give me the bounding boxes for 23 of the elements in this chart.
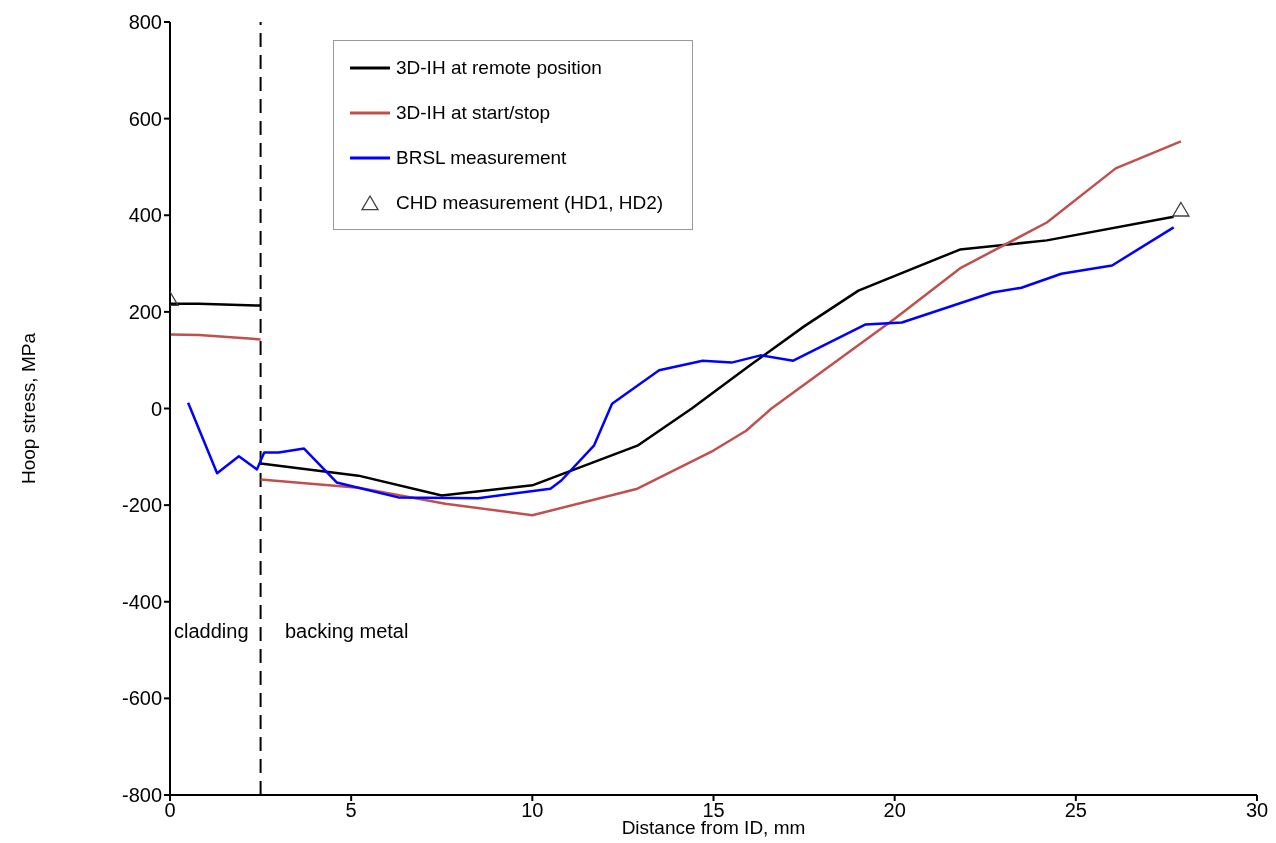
x-tick-label: 5	[345, 799, 357, 822]
legend-label: BRSL measurement	[396, 146, 567, 169]
y-tick-label: -800	[121, 784, 162, 807]
y-tick-label: 800	[128, 11, 162, 34]
legend-label: 3D-IH at start/stop	[396, 101, 551, 124]
annotation: backing metal	[285, 620, 409, 643]
x-tick-label: 0	[164, 799, 176, 822]
annotation: cladding	[174, 620, 249, 643]
x-tick-label: 25	[1064, 799, 1087, 822]
x-tick-label: 30	[1245, 799, 1269, 822]
x-tick-label: 10	[521, 799, 544, 822]
legend-label: 3D-IH at remote position	[396, 56, 602, 79]
x-tick-label: 20	[883, 799, 906, 822]
legend-label: CHD measurement (HD1, HD2)	[396, 191, 664, 214]
y-tick-label: -400	[121, 590, 162, 613]
y-axis-title: Hoop stress, MPa	[17, 332, 39, 484]
y-tick-label: 400	[128, 204, 162, 227]
line-series	[259, 140, 1183, 517]
y-tick-label: -200	[121, 494, 162, 517]
y-tick-label: 200	[128, 300, 162, 323]
y-tick-label: -600	[121, 687, 162, 710]
y-tick-label: 600	[128, 107, 162, 130]
y-tick-label: 0	[150, 397, 162, 420]
